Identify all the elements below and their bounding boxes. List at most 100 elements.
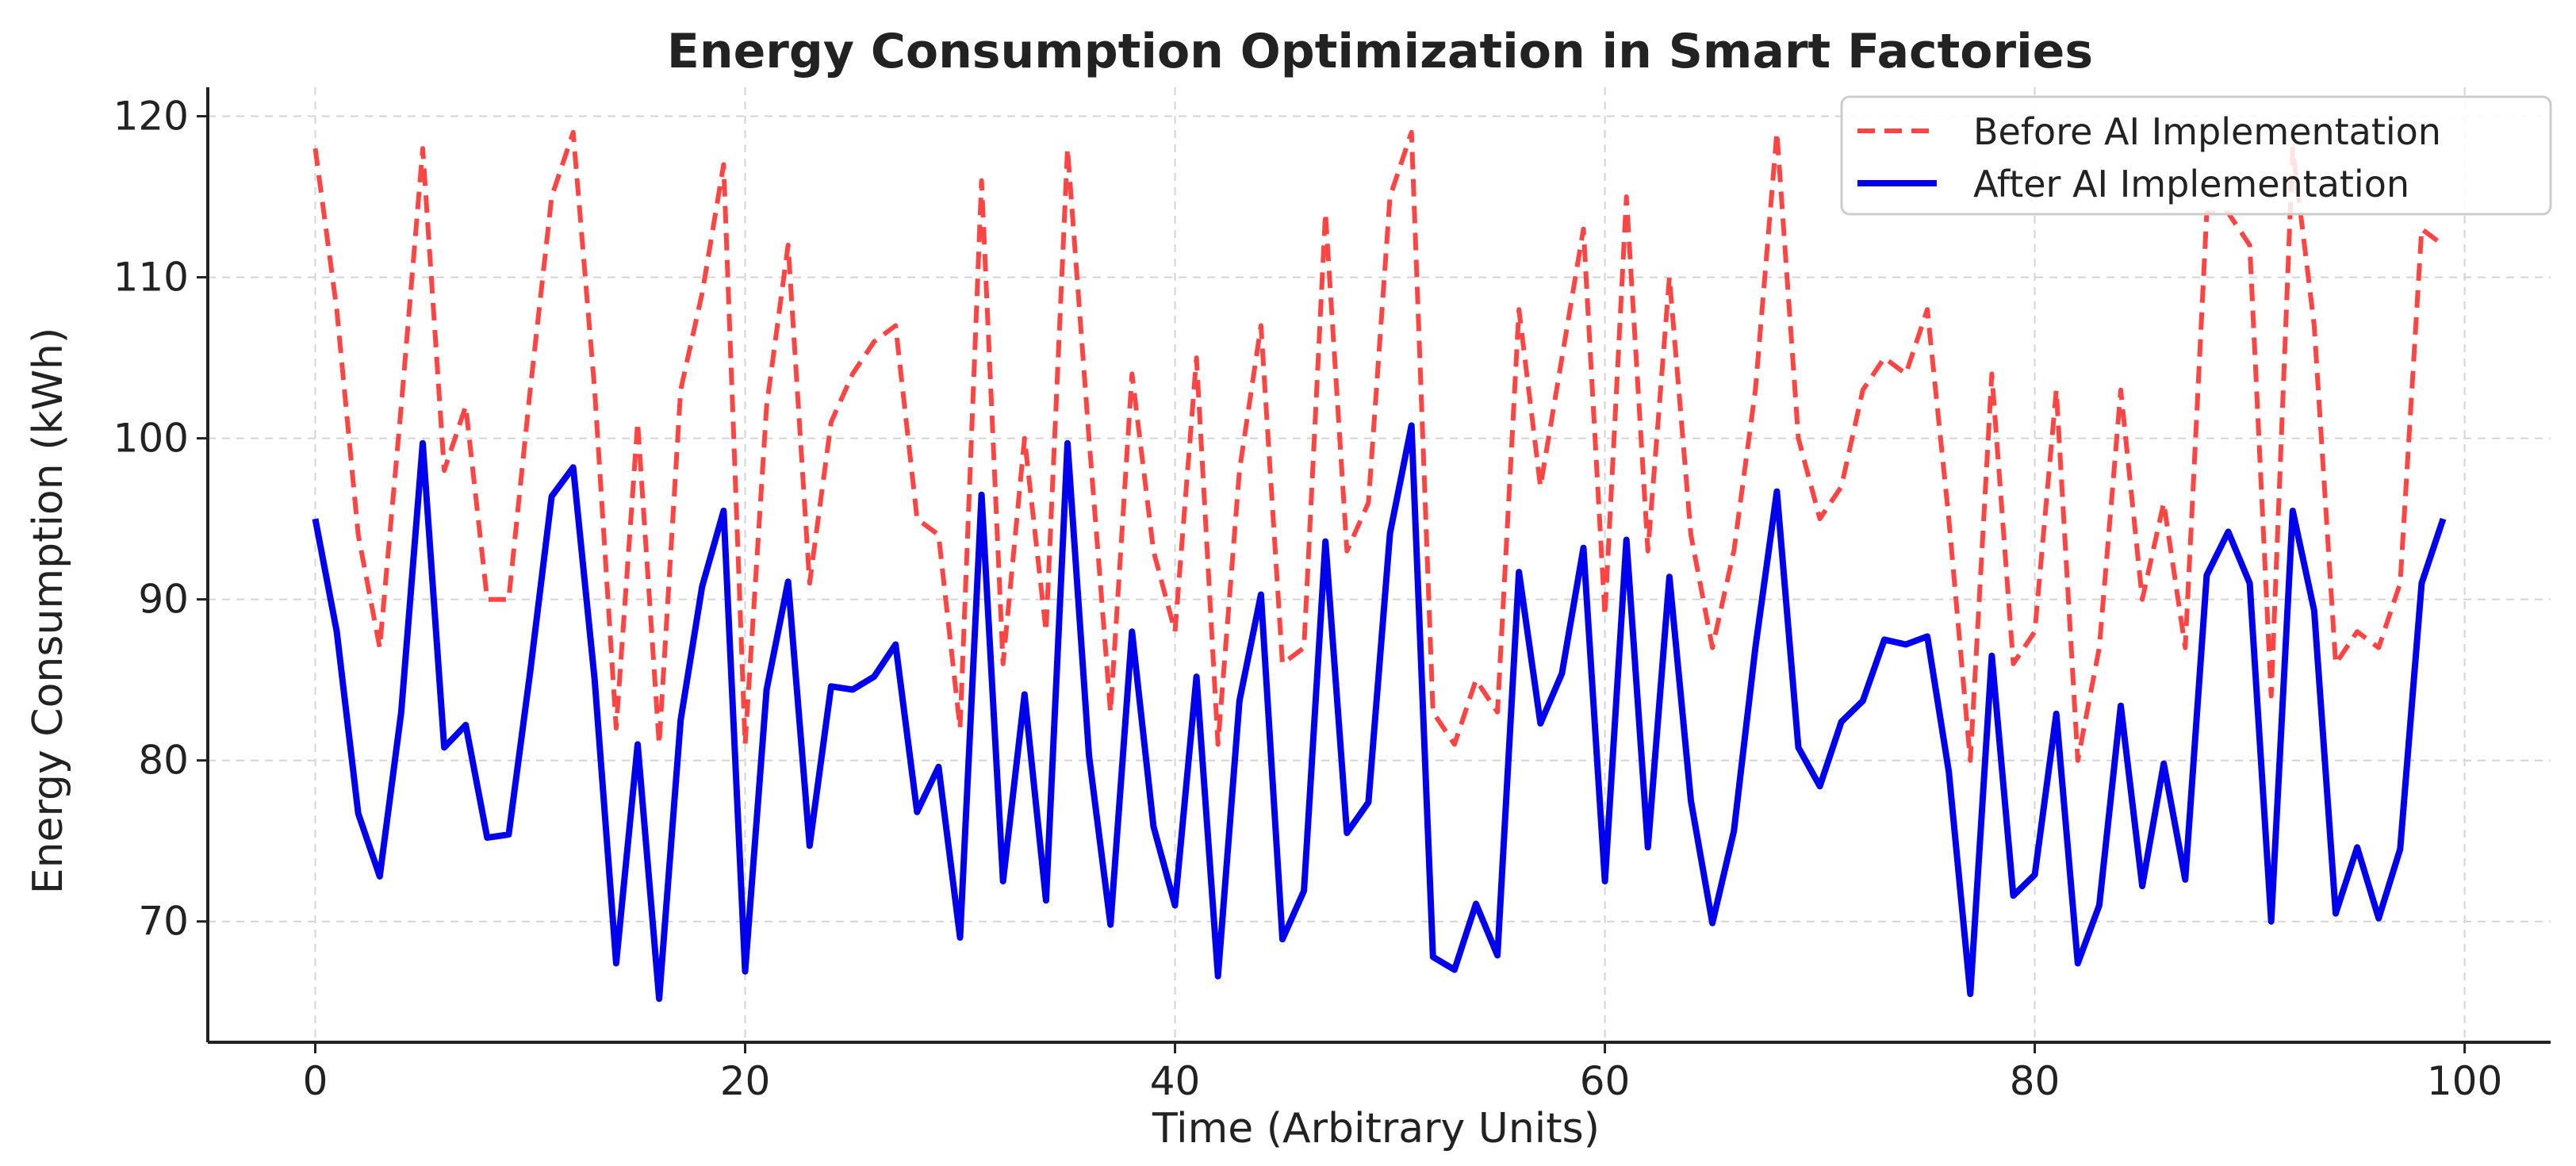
data-point-after-ai bbox=[2056, 713, 2057, 714]
data-point-after-ai bbox=[1604, 881, 1605, 882]
data-point-after-ai bbox=[1411, 425, 1412, 426]
data-point-before-ai bbox=[1217, 744, 1218, 745]
data-point-after-ai bbox=[1862, 700, 1863, 701]
data-point-before-ai bbox=[1819, 519, 1820, 520]
data-point-after-ai bbox=[1304, 891, 1305, 892]
data-point-after-ai bbox=[1454, 969, 1455, 970]
data-point-after-ai bbox=[1282, 939, 1283, 940]
data-point-after-ai bbox=[2142, 886, 2143, 887]
data-point-after-ai bbox=[1519, 572, 1520, 573]
data-point-after-ai bbox=[530, 672, 531, 673]
data-point-before-ai bbox=[2443, 245, 2444, 246]
data-point-before-ai bbox=[2400, 583, 2401, 584]
data-point-after-ai bbox=[2249, 583, 2250, 584]
data-point-after-ai bbox=[594, 680, 595, 681]
data-point-before-ai bbox=[659, 744, 660, 745]
data-point-after-ai bbox=[1540, 723, 1541, 724]
data-point-after-ai bbox=[2357, 847, 2358, 848]
data-point-after-ai bbox=[1110, 924, 1111, 925]
data-point-before-ai bbox=[1841, 486, 1842, 487]
data-point-before-ai bbox=[1089, 438, 1090, 439]
data-point-before-ai bbox=[487, 599, 488, 600]
data-point-after-ai bbox=[745, 971, 746, 972]
data-point-before-ai bbox=[2185, 647, 2186, 648]
data-point-before-ai bbox=[1282, 663, 1283, 664]
data-point-before-ai bbox=[917, 519, 918, 520]
data-point-before-ai bbox=[745, 744, 746, 745]
series-line-after-ai bbox=[312, 422, 2447, 1003]
data-point-after-ai bbox=[1497, 955, 1498, 956]
data-point-after-ai bbox=[1325, 541, 1326, 542]
data-point-before-ai bbox=[2034, 631, 2035, 632]
data-point-after-ai bbox=[615, 963, 616, 964]
y-tick-label: 70 bbox=[138, 899, 189, 945]
axes: 0 20 40 60 80 100 70 80 90 100 110 120 bbox=[113, 87, 2551, 1104]
data-point-before-ai bbox=[2077, 760, 2078, 761]
data-point-before-ai bbox=[444, 470, 445, 471]
data-point-before-ai bbox=[2421, 228, 2422, 229]
data-point-after-ai bbox=[1841, 722, 1842, 723]
x-tick-label: 80 bbox=[2010, 1058, 2060, 1104]
data-point-after-ai bbox=[2292, 511, 2293, 512]
data-point-after-ai bbox=[680, 719, 681, 720]
y-tick-label: 80 bbox=[138, 738, 189, 784]
data-point-before-ai bbox=[1583, 228, 1584, 229]
data-point-after-ai bbox=[917, 811, 918, 812]
data-point-before-ai bbox=[1734, 550, 1735, 551]
data-point-after-ai bbox=[1002, 881, 1003, 882]
data-point-after-ai bbox=[2313, 610, 2314, 611]
data-point-before-ai bbox=[594, 389, 595, 390]
data-point-after-ai bbox=[1368, 802, 1369, 803]
grid bbox=[208, 87, 2551, 1042]
data-point-after-ai bbox=[444, 747, 445, 748]
data-point-before-ai bbox=[1110, 711, 1111, 712]
data-point-after-ai bbox=[766, 689, 767, 690]
legend-label-after: After AI Implementation bbox=[1973, 163, 2409, 205]
data-point-before-ai bbox=[1476, 680, 1477, 681]
data-point-after-ai bbox=[2185, 879, 2186, 880]
data-point-after-ai bbox=[2421, 583, 2422, 584]
data-point-before-ai bbox=[423, 148, 424, 149]
data-point-before-ai bbox=[379, 647, 380, 648]
data-point-before-ai bbox=[315, 148, 316, 149]
data-point-before-ai bbox=[1647, 550, 1648, 551]
data-point-after-ai bbox=[830, 686, 831, 687]
data-point-before-ai bbox=[2013, 663, 2014, 664]
data-point-after-ai bbox=[551, 496, 552, 497]
data-point-before-ai bbox=[1927, 309, 1928, 310]
data-point-after-ai bbox=[1819, 786, 1820, 787]
data-point-after-ai bbox=[1583, 547, 1584, 548]
data-point-before-ai bbox=[1024, 438, 1025, 439]
data-point-after-ai bbox=[1798, 747, 1799, 748]
data-point-before-ai bbox=[895, 325, 896, 326]
data-point-before-ai bbox=[680, 389, 681, 390]
data-point-after-ai bbox=[336, 631, 337, 632]
data-point-before-ai bbox=[530, 389, 531, 390]
y-tick-label: 90 bbox=[138, 577, 189, 623]
data-point-before-ai bbox=[1432, 711, 1433, 712]
y-tick-label: 100 bbox=[113, 416, 189, 462]
data-point-after-ai bbox=[2443, 519, 2444, 520]
data-point-before-ai bbox=[1002, 663, 1003, 664]
data-point-after-ai bbox=[895, 644, 896, 645]
data-point-before-ai bbox=[981, 180, 982, 181]
chart-title: Energy Consumption Optimization in Smart… bbox=[667, 24, 2093, 79]
data-point-before-ai bbox=[723, 164, 724, 165]
data-point-before-ai bbox=[1862, 389, 1863, 390]
data-point-after-ai bbox=[1260, 594, 1261, 595]
data-point-after-ai bbox=[1647, 847, 1648, 848]
legend: Before AI Implementation After AI Implem… bbox=[1840, 95, 2552, 216]
x-tick-label: 60 bbox=[1580, 1058, 1631, 1104]
data-point-before-ai bbox=[766, 406, 767, 407]
data-point-before-ai bbox=[874, 341, 875, 342]
data-point-after-ai bbox=[1132, 631, 1133, 632]
data-point-after-ai bbox=[1991, 655, 1992, 656]
data-point-after-ai bbox=[702, 586, 703, 587]
x-tick-label: 20 bbox=[720, 1058, 771, 1104]
y-tick-label: 120 bbox=[113, 94, 189, 140]
data-point-after-ai bbox=[1089, 755, 1090, 756]
data-point-before-ai bbox=[1454, 744, 1455, 745]
series-line-before-ai bbox=[312, 129, 2445, 763]
